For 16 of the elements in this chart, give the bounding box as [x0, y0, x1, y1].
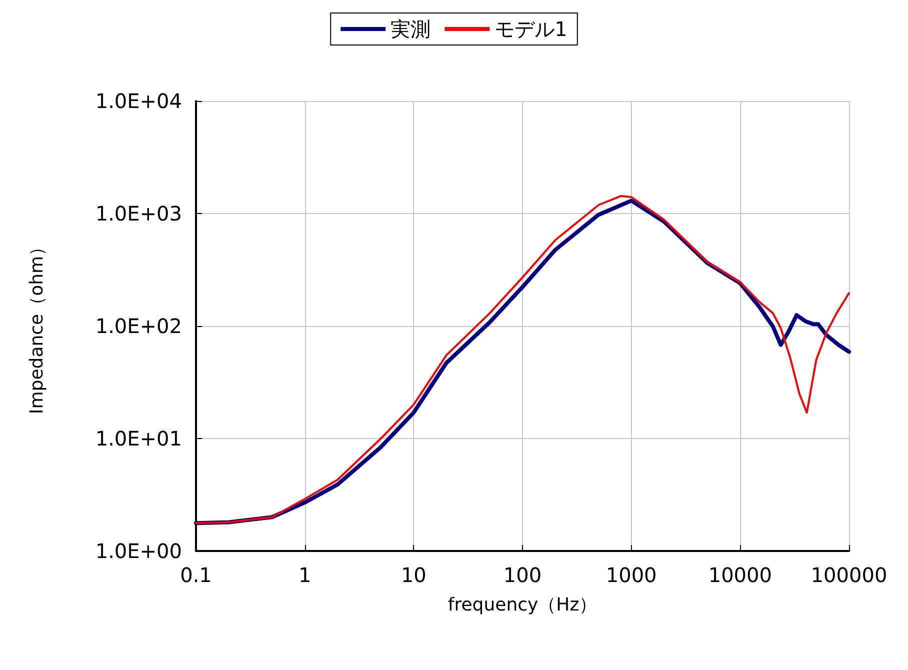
x-tick-label: 1000	[606, 563, 657, 587]
y-tick-label: 1.0E+00	[95, 539, 182, 563]
x-tick-label: 100000	[810, 563, 888, 587]
y-axis-title: Impedance（ohm）	[26, 238, 48, 414]
x-tick-label: 0.1	[180, 563, 212, 587]
legend-label: 実測	[390, 17, 431, 41]
y-tick-label: 1.0E+01	[95, 426, 182, 450]
x-axis-title: frequency（Hz）	[448, 594, 598, 616]
x-tick-label: 100	[503, 563, 542, 587]
x-tick-label: 10000	[708, 563, 772, 587]
x-tick-label: 1	[298, 563, 312, 587]
y-tick-label: 1.0E+03	[95, 202, 182, 226]
legend-label: モデル1	[494, 17, 568, 41]
y-tick-label: 1.0E+02	[95, 314, 182, 338]
y-tick-label: 1.0E+04	[95, 89, 182, 113]
x-tick-label: 10	[400, 563, 426, 587]
